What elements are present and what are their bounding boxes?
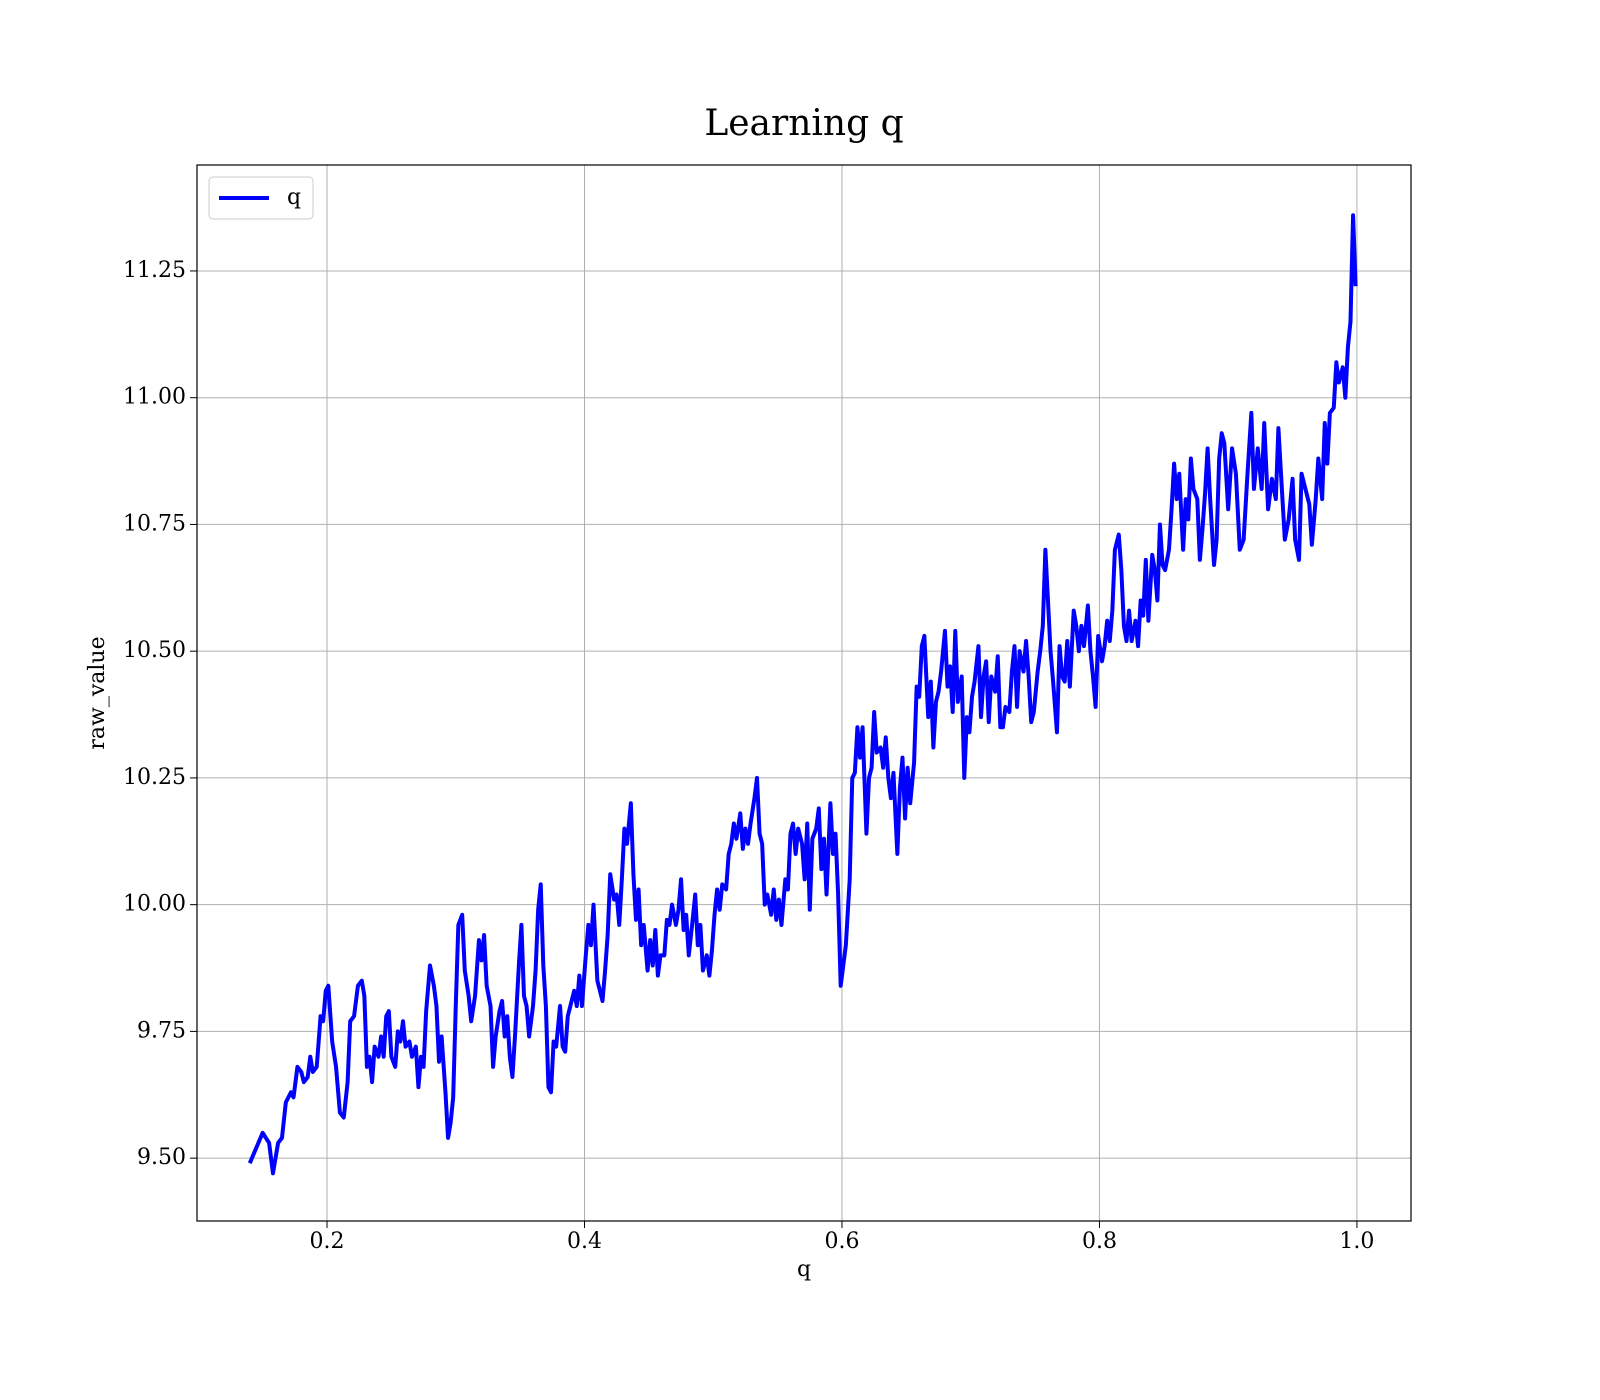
- y-tick-label: 10.75: [123, 511, 186, 536]
- x-tick-label: 0.2: [310, 1229, 345, 1254]
- y-tick-label: 10.50: [123, 638, 186, 663]
- y-tick-label: 10.00: [123, 892, 186, 917]
- y-tick-label: 10.25: [123, 765, 186, 790]
- x-tick-label: 0.8: [1082, 1229, 1117, 1254]
- data-line: [247, 213, 1358, 1176]
- legend-label: q: [287, 185, 301, 210]
- plot-frame: [196, 164, 1412, 1222]
- chart-title: Learning q: [704, 103, 903, 144]
- x-axis-label: q: [797, 1257, 811, 1282]
- y-axis-label: raw_value: [85, 636, 110, 749]
- x-tick-label: 1.0: [1339, 1229, 1374, 1254]
- x-tick-label: 0.4: [567, 1229, 602, 1254]
- y-tick-label: 11.25: [123, 258, 186, 283]
- y-tick-label: 9.75: [137, 1018, 186, 1043]
- y-tick-label: 11.00: [123, 385, 186, 410]
- y-tick-label: 9.50: [137, 1145, 186, 1170]
- x-tick-label: 0.6: [824, 1229, 859, 1254]
